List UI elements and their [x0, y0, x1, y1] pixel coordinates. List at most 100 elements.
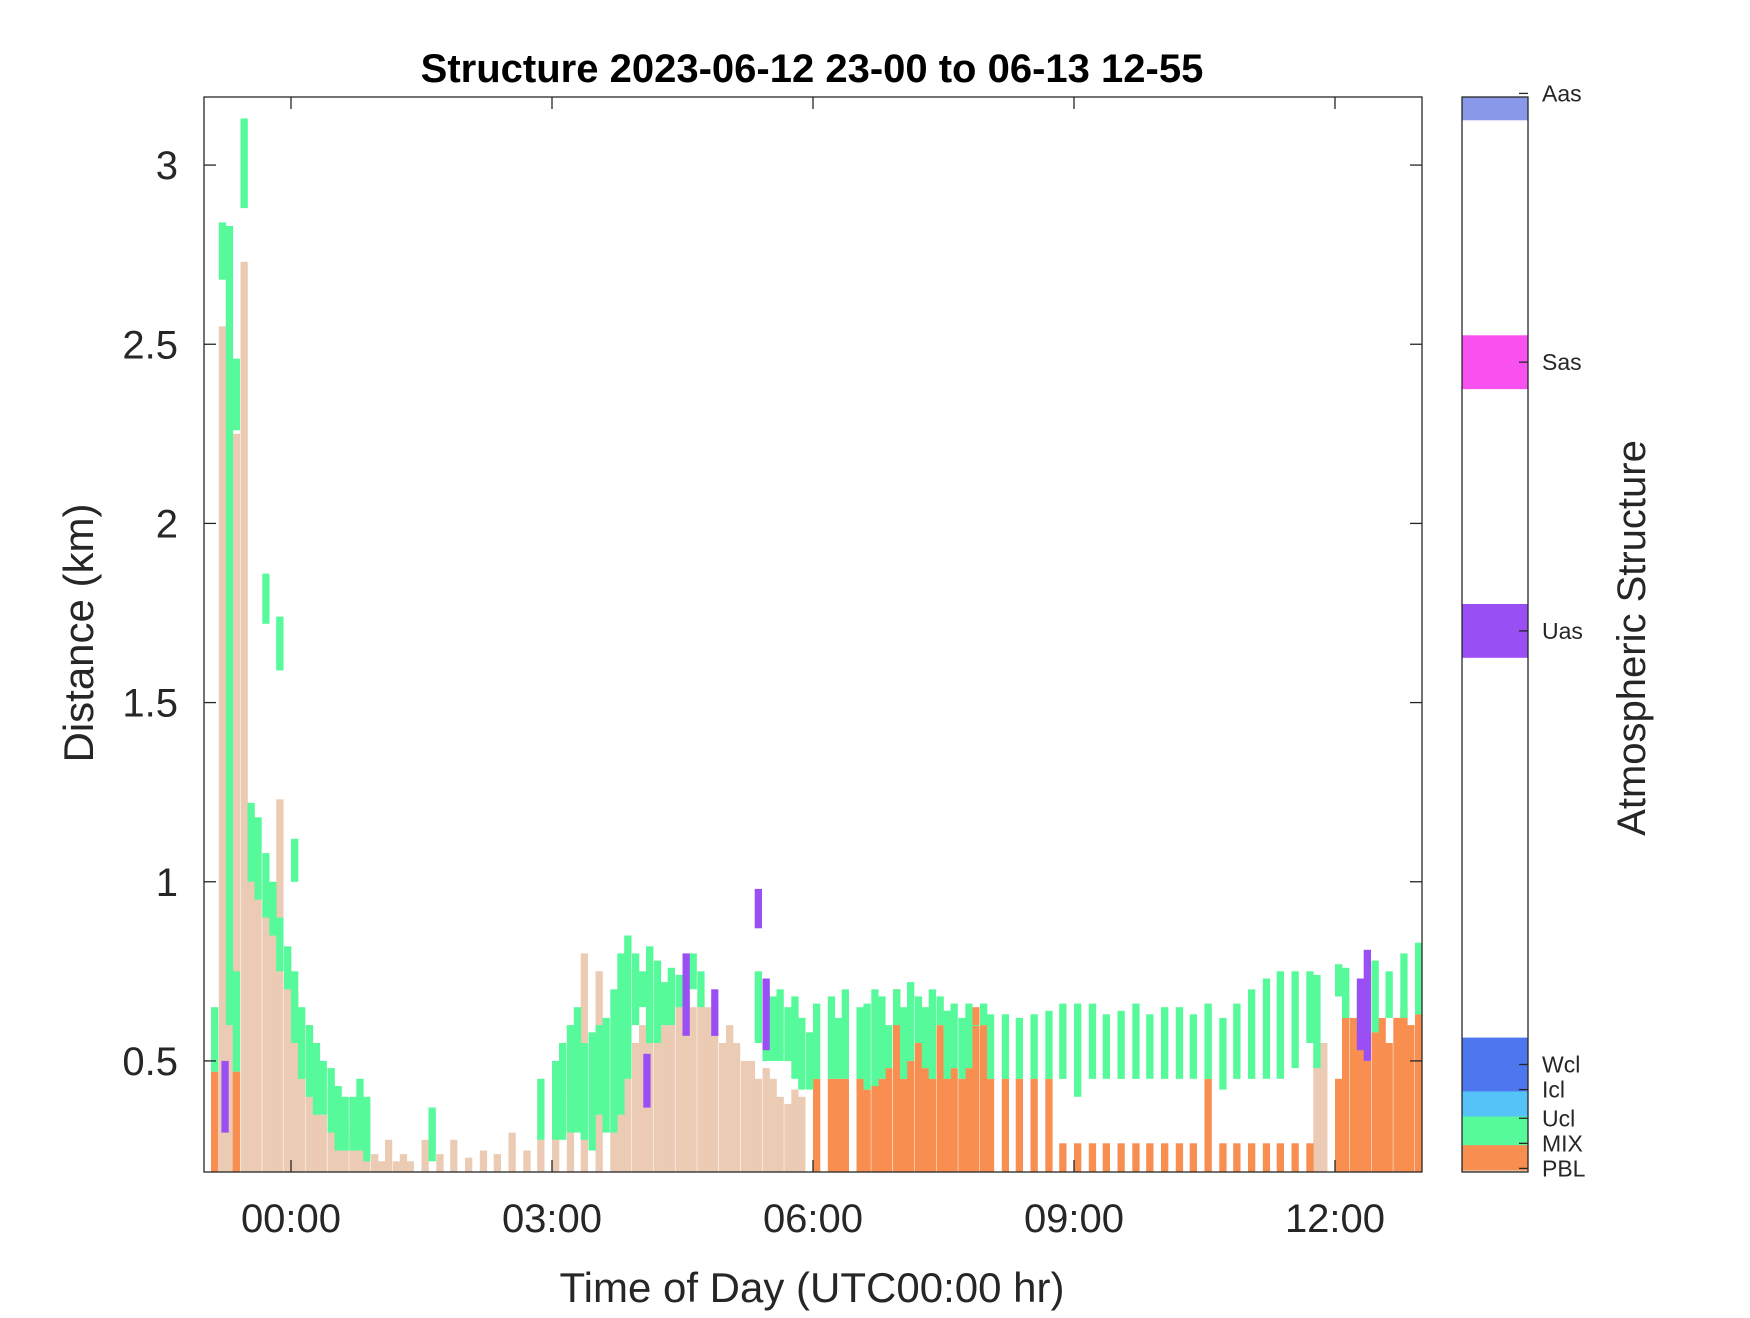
cell-ucl	[660, 982, 669, 1026]
cell-ucl	[1306, 971, 1314, 1043]
cell-ucl	[349, 1096, 357, 1151]
cell-mix	[1335, 1078, 1343, 1172]
cell-pbl	[312, 1060, 321, 1172]
cell-pbl	[349, 1132, 357, 1172]
cell-ucl	[965, 1003, 973, 1069]
cell-ucl	[559, 1043, 567, 1140]
cell-pbl	[305, 1025, 314, 1172]
cell-ucl	[754, 971, 762, 1043]
cell-ucl	[247, 802, 255, 882]
cell-ucl	[1233, 1003, 1241, 1079]
cell-mix	[1371, 1032, 1379, 1172]
cell-ucl	[291, 838, 299, 882]
cell-ucl	[319, 1060, 327, 1115]
cell-pbl	[262, 899, 270, 1172]
series-mix	[211, 989, 1422, 1172]
cell-pbl	[378, 1161, 386, 1172]
y-tick-label: 1.5	[122, 682, 178, 726]
cell-ucl	[1074, 1003, 1082, 1097]
cell-ucl	[1059, 1003, 1067, 1079]
cell-ucl	[1276, 971, 1284, 1079]
cell-ucl	[667, 967, 675, 1026]
cell-ucl	[675, 974, 683, 1008]
cell-pbl	[371, 1154, 379, 1172]
cell-pbl	[269, 917, 277, 1172]
cell-mix	[834, 1078, 842, 1172]
cell-mix	[914, 1043, 923, 1172]
series-pbl	[211, 261, 1328, 1172]
cell-mix	[1342, 996, 1350, 1172]
cell-pbl	[225, 899, 234, 1172]
x-tick-label: 03:00	[502, 1197, 602, 1241]
cell-ucl	[776, 989, 784, 1061]
cell-ucl	[980, 1003, 988, 1026]
cell-ucl	[1385, 971, 1393, 1018]
cell-ucl	[573, 1007, 582, 1133]
cell-uas	[1363, 949, 1371, 1061]
cell-uas	[711, 989, 719, 1036]
cell-mix	[878, 1078, 886, 1172]
cell-ucl	[1291, 971, 1299, 1069]
cell-ucl	[1146, 1014, 1154, 1079]
cell-ucl	[232, 358, 240, 431]
cell-ucl	[552, 1060, 560, 1140]
cell-pbl	[552, 1114, 560, 1172]
cell-mix	[987, 1078, 995, 1172]
y-tick-label: 2.5	[122, 323, 178, 367]
cell-mix	[1189, 1143, 1197, 1172]
cell-pbl	[479, 1150, 488, 1172]
cell-ucl	[1117, 1010, 1125, 1079]
cell-mix	[1385, 1043, 1393, 1172]
cell-ucl	[972, 1025, 980, 1027]
y-tick-label: 2	[156, 502, 178, 546]
cell-pbl	[769, 1078, 777, 1172]
cell-ucl	[806, 1032, 814, 1090]
cell-ucl	[1262, 978, 1271, 1079]
cell-pbl	[740, 1060, 749, 1172]
cell-ucl	[871, 989, 879, 1087]
cell-ucl	[262, 573, 270, 624]
cell-pbl	[566, 1096, 575, 1172]
cell-ucl	[218, 222, 227, 280]
colorbar-tick-label: Icl	[1542, 1077, 1565, 1103]
cell-mix	[1378, 1017, 1386, 1172]
cell-ucl	[863, 1003, 871, 1090]
x-tick-label: 06:00	[763, 1197, 863, 1241]
cell-mix	[841, 1078, 849, 1172]
cell-pbl	[719, 1043, 727, 1172]
cell-mix	[972, 1007, 980, 1172]
colorbar-tick-label: MIX	[1542, 1130, 1583, 1156]
cell-ucl	[1161, 1007, 1169, 1079]
cell-ucl	[363, 1096, 371, 1162]
cell-ucl	[936, 996, 944, 1026]
cell-mix	[893, 989, 901, 1172]
cell-ucl	[928, 989, 936, 1079]
cell-ucl	[1175, 1007, 1184, 1079]
cell-ucl	[1030, 1014, 1038, 1079]
cell-ucl	[639, 971, 647, 1008]
cell-ucl	[632, 953, 640, 1026]
cell-ucl	[1342, 967, 1350, 1018]
cell-ucl	[254, 817, 262, 900]
cell-mix	[1030, 1078, 1038, 1172]
colorbar-tick-label: PBL	[1542, 1155, 1586, 1181]
cell-ucl	[341, 1096, 349, 1151]
cell-ucl	[950, 1003, 958, 1069]
cell-ucl	[428, 1107, 436, 1162]
cell-ucl	[987, 1014, 995, 1079]
colorbar-swatch-uas	[1462, 604, 1528, 658]
cell-pbl	[754, 1078, 762, 1172]
cell-mix	[1276, 1143, 1284, 1172]
cell-mix	[1161, 1143, 1169, 1172]
colorbar-label: Atmospheric Structure	[1610, 440, 1654, 836]
colorbar-swatch-sas	[1462, 335, 1528, 390]
cell-uas	[643, 1053, 651, 1108]
cell-mix	[863, 1089, 871, 1172]
cell-mix	[813, 1078, 821, 1172]
cell-pbl	[291, 989, 299, 1172]
cell-pbl	[726, 1025, 734, 1172]
cell-pbl	[537, 1132, 545, 1172]
cell-pbl	[791, 1089, 799, 1172]
colorbar-tick-label: Sas	[1542, 349, 1582, 375]
